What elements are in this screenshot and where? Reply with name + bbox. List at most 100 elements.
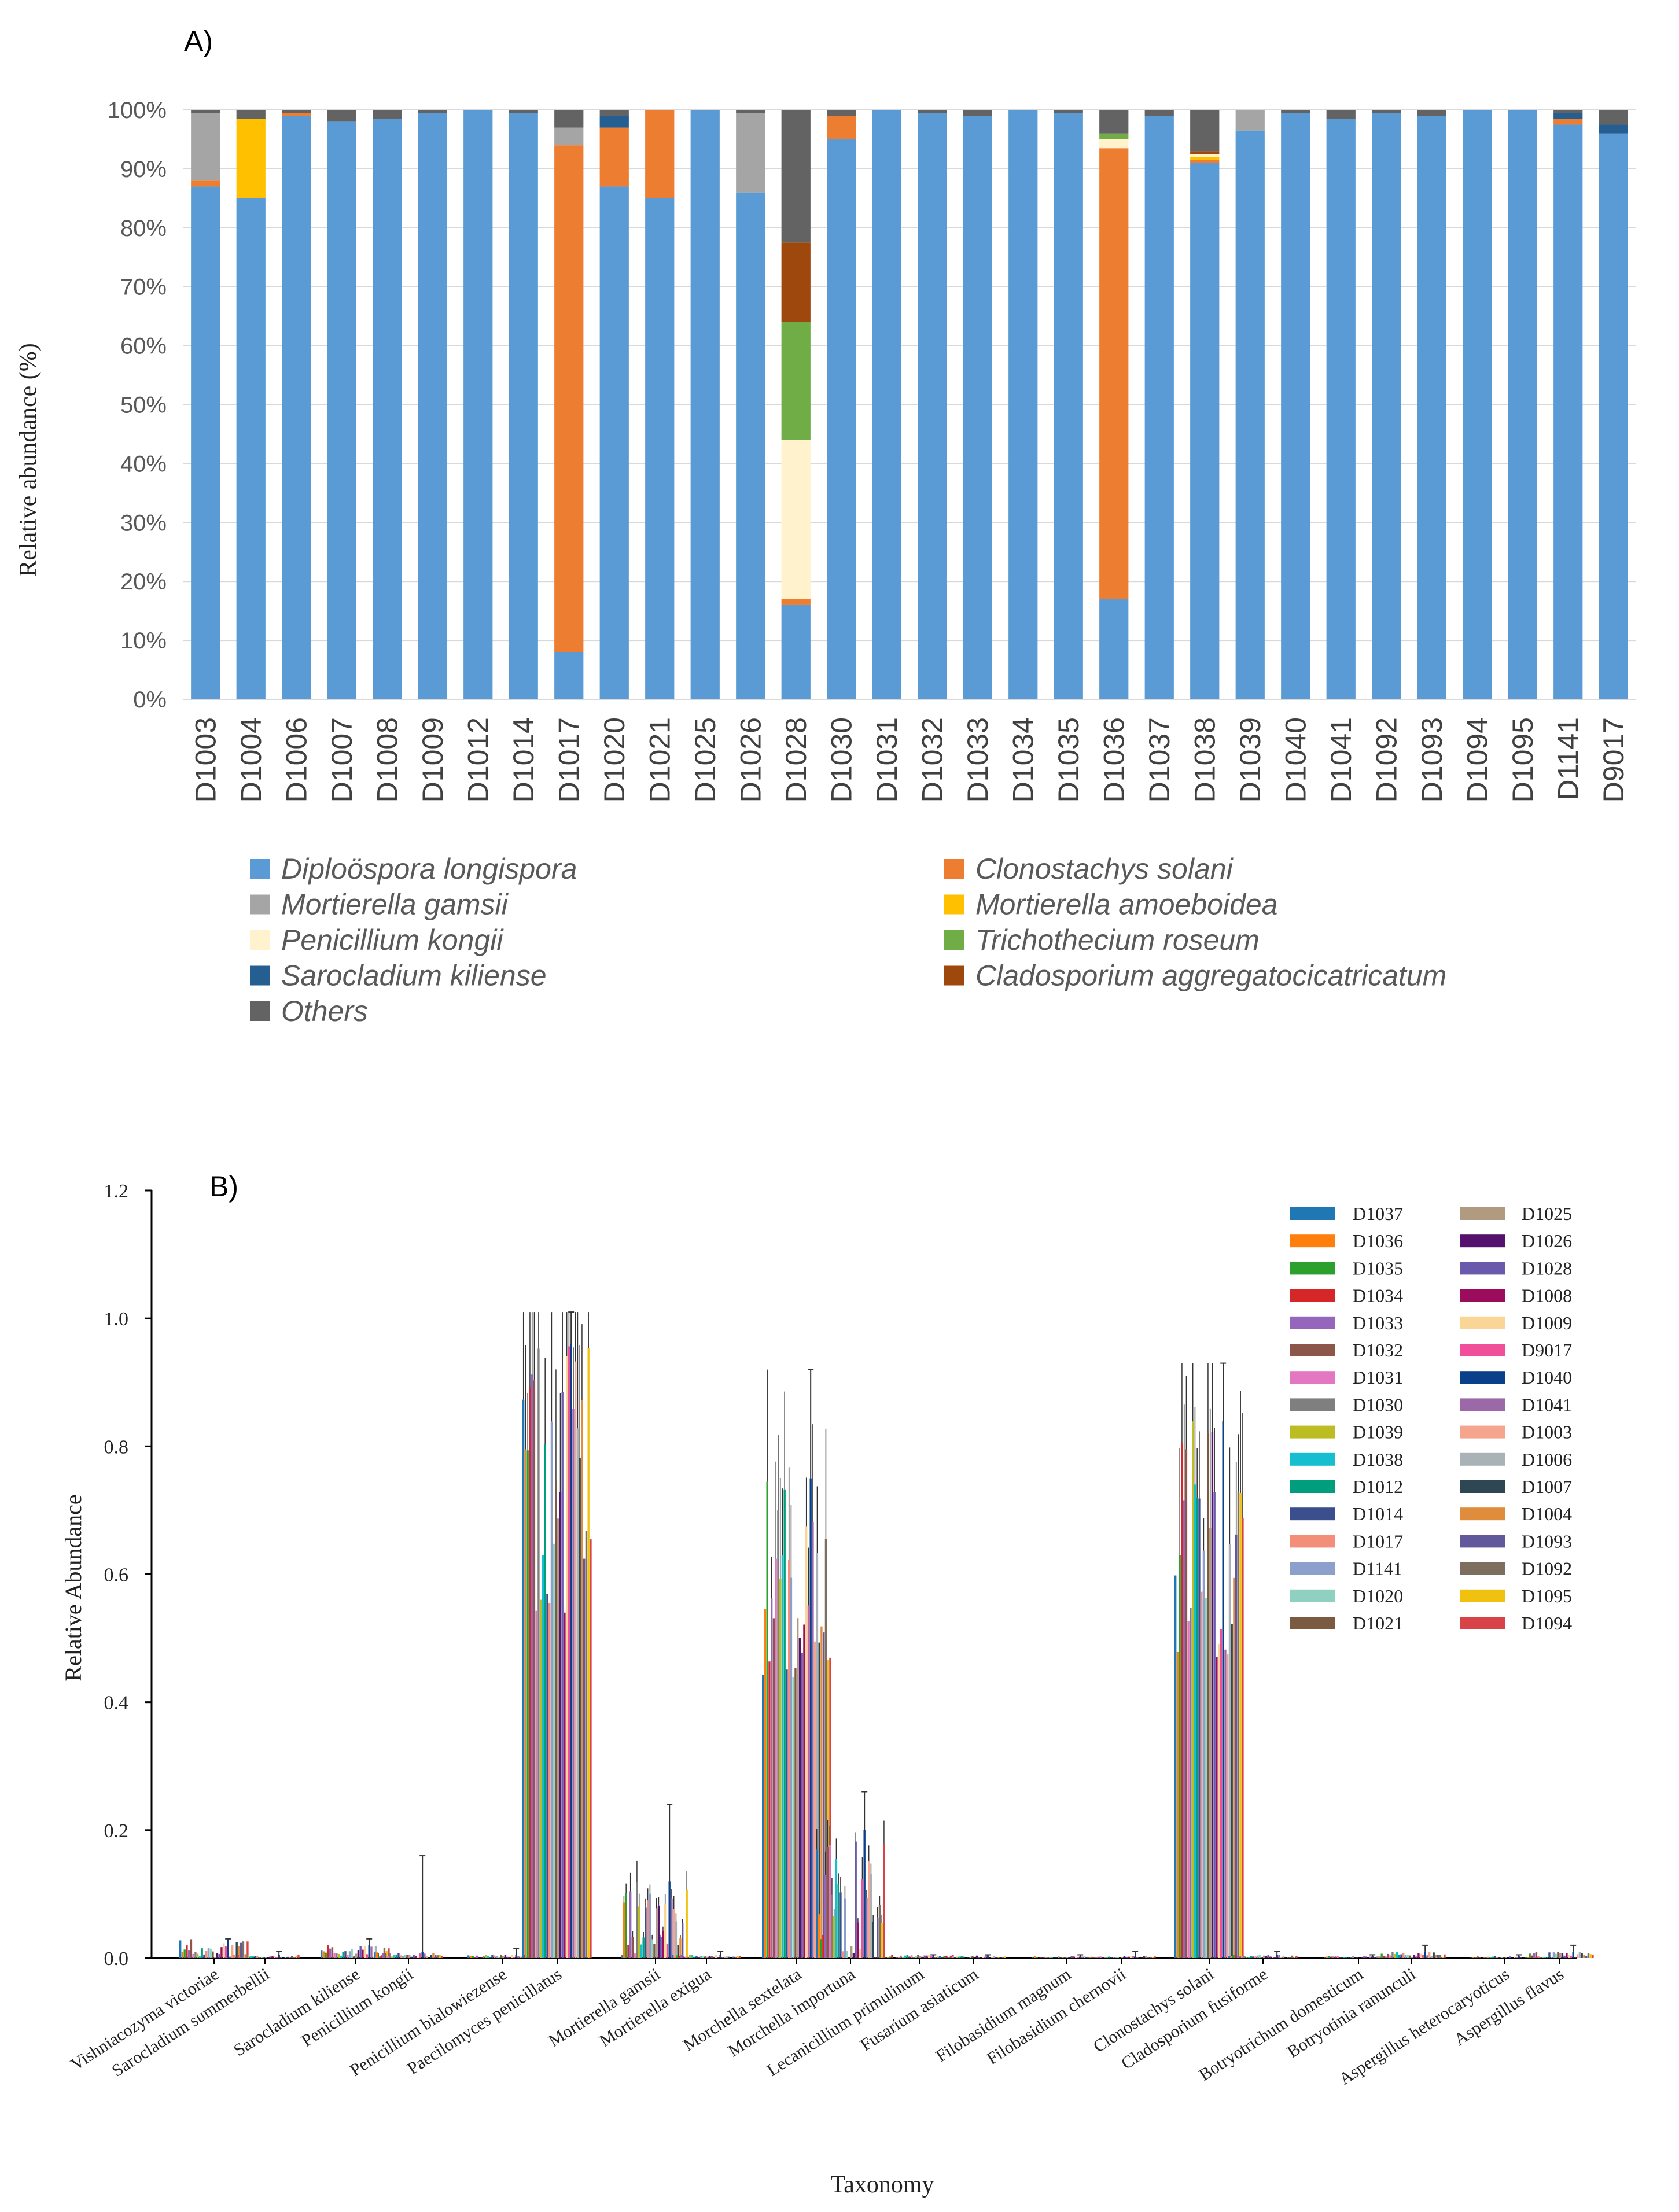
y-tick-label: 0.2 bbox=[104, 1820, 129, 1842]
bar-paecilomyces-penicillatus-d1008 bbox=[564, 1612, 566, 1958]
bar-morchella-importuna-d1006 bbox=[870, 1874, 872, 1958]
bar-vishniacozyma-victoriae-d1020 bbox=[209, 1948, 212, 1958]
bar-penicillium-bialowiezense-d1040 bbox=[515, 1955, 517, 1958]
bar-vishniacozyma-victoriae-d1092 bbox=[242, 1941, 245, 1958]
y-tick-label: 0.6 bbox=[104, 1565, 129, 1586]
bar-fusarium-asiaticum-d1033 bbox=[948, 1957, 950, 1958]
bar-botryotrichum-domesticum-d1026 bbox=[1360, 1957, 1363, 1958]
x-tick-label: D1035 bbox=[1052, 717, 1085, 802]
bar-sarocladium-summerbellii-d1033 bbox=[239, 1957, 241, 1958]
legend-label: D1007 bbox=[1522, 1476, 1572, 1497]
x-tick-label: D1012 bbox=[462, 717, 494, 802]
bar-botryotrichum-domesticum-d1017 bbox=[1350, 1957, 1352, 1958]
bar-botryotinia-ranunculi-d1009 bbox=[1420, 1953, 1422, 1958]
bar-paecilomyces-penicillatus-d1017 bbox=[548, 1603, 551, 1958]
bar-mortierella-exigua-d1025 bbox=[706, 1956, 709, 1958]
bar-botryotinia-ranunculi-d1092 bbox=[1439, 1955, 1442, 1958]
bar-mortierella-gamsii-d1037 bbox=[621, 1955, 623, 1958]
bar-aspergillus-heterocaryoticus-d1039 bbox=[1487, 1956, 1490, 1958]
bar-morchella-importuna-d1008 bbox=[857, 1922, 859, 1958]
bar-aspergillus-flavus-d1095 bbox=[1589, 1954, 1592, 1958]
y-tick-label: 0.0 bbox=[104, 1948, 129, 1970]
bar-sarocladium-summerbellii-d1040 bbox=[278, 1955, 280, 1958]
bar-botryotinia-ranunculi-d1037 bbox=[1376, 1957, 1379, 1958]
bar-clonostachys-solani-d1004 bbox=[1233, 1577, 1235, 1958]
bar-morchella-sextelata-d1012 bbox=[783, 1489, 786, 1958]
bar-segment-d1095-diplo-spora-longispora bbox=[1508, 110, 1537, 699]
bar-cladosporium-fusiforme-d1039 bbox=[1246, 1957, 1248, 1958]
x-tick-label: D1034 bbox=[1007, 717, 1039, 802]
bar-filobasidium-chernovii-d1017 bbox=[1113, 1957, 1115, 1958]
bar-morchella-sextelata-d1095 bbox=[827, 1660, 829, 1958]
bar-sarocladium-summerbellii-d1025 bbox=[265, 1957, 267, 1958]
bar-segment-d1092-diplo-spora-longispora bbox=[1372, 113, 1401, 700]
legend-swatch bbox=[1290, 1589, 1335, 1602]
bar-cladosporium-fusiforme-d1095 bbox=[1293, 1957, 1295, 1958]
bar-segment-d1036-penicillium-kongii bbox=[1099, 139, 1129, 149]
legend-swatch bbox=[1460, 1562, 1505, 1575]
bar-lecanicillium-primulinum-d1012 bbox=[906, 1955, 908, 1958]
bar-sarocladium-summerbellii-d1012 bbox=[252, 1956, 254, 1958]
bar-cladosporium-fusiforme-d1031 bbox=[1241, 1956, 1243, 1958]
bar-mortierella-exigua-d1035 bbox=[676, 1955, 678, 1958]
bar-segment-d1025-diplo-spora-longispora bbox=[690, 110, 720, 699]
bar-fusarium-asiaticum-d1028 bbox=[978, 1957, 980, 1958]
legend-swatch bbox=[1290, 1316, 1335, 1329]
bar-filobasidium-magnum-d1039 bbox=[1049, 1957, 1051, 1958]
y-tick-label: 70% bbox=[120, 275, 167, 300]
legend-label: D1008 bbox=[1522, 1285, 1572, 1306]
bar-vishniacozyma-victoriae-d1021 bbox=[212, 1951, 214, 1958]
bar-vishniacozyma-victoriae-d1094 bbox=[246, 1941, 249, 1958]
bar-segment-d1041-others bbox=[1326, 110, 1356, 119]
legend-label: D1012 bbox=[1353, 1476, 1403, 1497]
bar-fusarium-asiaticum-d1020 bbox=[969, 1956, 971, 1958]
bar-segment-d1034-diplo-spora-longispora bbox=[1008, 110, 1038, 699]
bar-paecilomyces-penicillatus-d1039 bbox=[540, 1599, 542, 1958]
bar-sarocladium-summerbellii-d1034 bbox=[237, 1955, 239, 1958]
bar-botryotrichum-domesticum-d1003 bbox=[1376, 1956, 1378, 1958]
bar-botryotinia-ranunculi-d1030 bbox=[1391, 1952, 1394, 1958]
bar-penicillium-kongii-d1093 bbox=[435, 1955, 437, 1958]
bar-botryotrichum-domesticum-d1031 bbox=[1336, 1956, 1339, 1958]
bar-lecanicillium-primulinum-d1021 bbox=[917, 1955, 919, 1958]
bar-fusarium-asiaticum-d1092 bbox=[1001, 1957, 1004, 1958]
bar-mortierella-exigua-d1030 bbox=[687, 1956, 689, 1958]
bar-segment-d1141-others bbox=[1553, 110, 1583, 113]
bar-filobasidium-magnum-d1017 bbox=[1058, 1956, 1060, 1958]
bar-botryotrichum-domesticum-d1028 bbox=[1363, 1956, 1365, 1958]
bar-penicillium-bialowiezense-d1038 bbox=[487, 1955, 489, 1958]
bar-mortierella-exigua-d1020 bbox=[702, 1956, 704, 1958]
bar-sarocladium-kiliense-d1095 bbox=[385, 1950, 388, 1958]
bar-morchella-importuna-d1039 bbox=[833, 1916, 835, 1958]
bar-mortierella-gamsii-d1095 bbox=[686, 1889, 688, 1958]
bar-botryotrichum-domesticum-d1035 bbox=[1328, 1956, 1330, 1958]
bar-mortierella-gamsii-d1021 bbox=[653, 1944, 656, 1958]
bar-filobasidium-magnum-d1038 bbox=[1051, 1957, 1054, 1958]
legend-label: Mortierella amoeboidea bbox=[975, 889, 1278, 921]
bar-sarocladium-kiliense-d1034 bbox=[327, 1945, 329, 1958]
bar-paecilomyces-penicillatus-d1092 bbox=[585, 1531, 588, 1958]
legend-swatch bbox=[1290, 1480, 1335, 1493]
bar-segment-d1038-penicillium-kongii bbox=[1190, 154, 1220, 157]
bar-clonostachys-solani-d1030 bbox=[1190, 1608, 1192, 1958]
bar-morchella-sextelata-d1006 bbox=[816, 1553, 819, 1958]
bar-aspergillus-heterocaryoticus-d1031 bbox=[1483, 1957, 1485, 1958]
bar-segment-d1020-clonostachys-solani bbox=[599, 127, 629, 187]
bar-clonostachys-solani-d1094 bbox=[1242, 1518, 1244, 1958]
bar-penicillium-bialowiezense-d1028 bbox=[506, 1956, 509, 1958]
bar-botryotinia-ranunculi-d1026 bbox=[1413, 1955, 1416, 1958]
bar-sarocladium-summerbellii-d1014 bbox=[254, 1956, 256, 1958]
bar-morchella-sextelata-d1028 bbox=[801, 1653, 803, 1958]
bar-lecanicillium-primulinum-d1041 bbox=[934, 1957, 937, 1958]
legend-label: D1025 bbox=[1522, 1203, 1572, 1224]
bar-cladosporium-fusiforme-d1093 bbox=[1289, 1957, 1291, 1958]
legend-label: D1009 bbox=[1522, 1313, 1572, 1333]
legend-label: D1094 bbox=[1522, 1613, 1572, 1634]
bar-mortierella-gamsii-d1039 bbox=[638, 1906, 640, 1958]
bar-mortierella-exigua-d1093 bbox=[732, 1956, 735, 1958]
x-tick-label: D1094 bbox=[1461, 717, 1493, 802]
bar-aspergillus-flavus-d1008 bbox=[1566, 1953, 1568, 1958]
bar-botryotinia-ranunculi-d1033 bbox=[1385, 1956, 1387, 1958]
x-tick-label: D1030 bbox=[825, 717, 857, 802]
